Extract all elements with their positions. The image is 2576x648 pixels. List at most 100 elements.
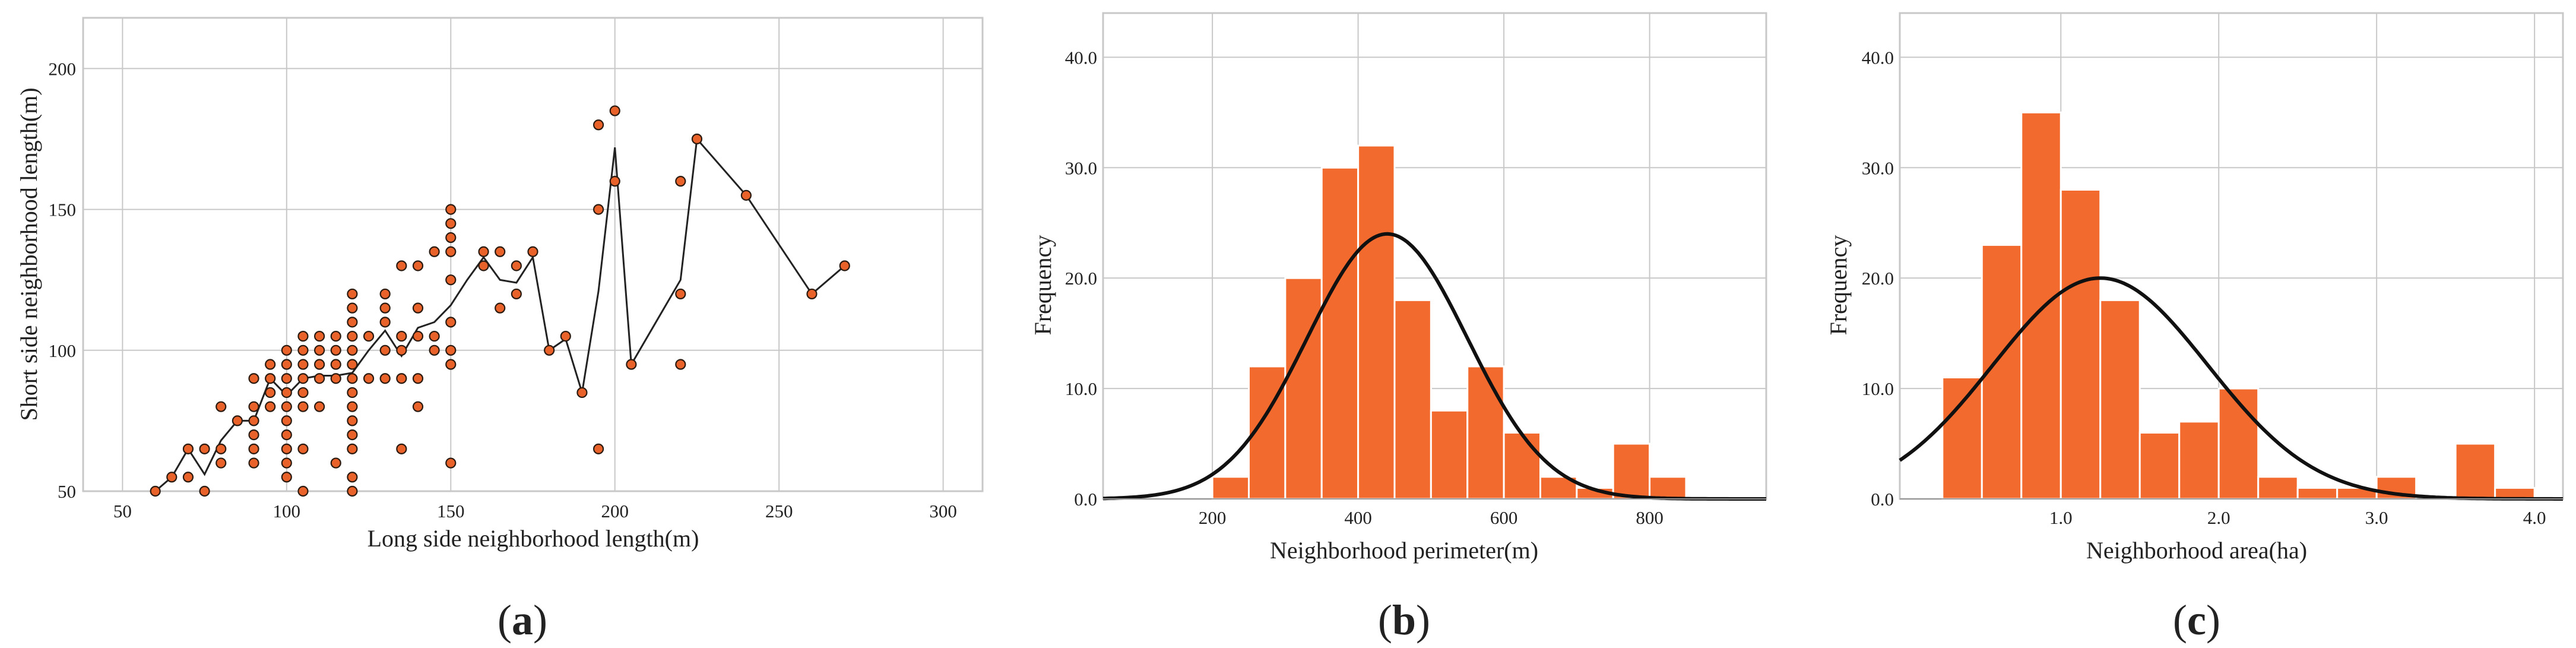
- plot-c-normal-curve: [1899, 276, 2563, 501]
- plot-a-tick-labels: 50 100 150 200 250 300 50 100 150 200: [49, 58, 957, 521]
- scatter-point: [265, 401, 276, 412]
- scatter-point: [412, 401, 424, 412]
- scatter-point: [379, 288, 391, 300]
- scatter-point: [330, 359, 341, 370]
- scatter-point: [495, 302, 506, 314]
- scatter-point: [281, 344, 292, 356]
- scatter-point: [182, 443, 194, 454]
- plot-a-xtick-label: 200: [601, 501, 629, 521]
- scatter-point: [839, 260, 850, 271]
- scatter-point: [248, 457, 259, 469]
- scatter-point: [412, 330, 424, 342]
- scatter-point: [379, 344, 391, 356]
- histogram-bar: [1357, 144, 1396, 500]
- scatter-point: [511, 260, 522, 271]
- histogram-bar: [2257, 476, 2299, 500]
- scatter-point: [314, 401, 325, 412]
- plot-a-ytick-label: 100: [49, 340, 77, 361]
- scatter-point: [511, 288, 522, 300]
- panel-b-histogram: 200 400 600 800 0.0 10.0 20.0 30.0 40.0 Neighbor…: [1029, 12, 1767, 644]
- scatter-point: [248, 443, 259, 454]
- scatter-point: [396, 373, 407, 384]
- scatter-point: [248, 415, 259, 426]
- scatter-point: [347, 485, 358, 497]
- scatter-point: [592, 204, 604, 215]
- ytick-label: 30.0: [1065, 157, 1097, 178]
- scatter-point: [379, 302, 391, 314]
- histogram-bar: [1393, 299, 1432, 500]
- ytick-label: 0.0: [1074, 489, 1097, 510]
- xtick-label: 600: [1490, 507, 1518, 528]
- scatter-point: [445, 317, 457, 328]
- histogram-bar: [2059, 188, 2102, 500]
- panel-c-label: (c): [2173, 596, 2220, 644]
- plot-b-xlabel: Neighborhood perimeter(m): [1270, 537, 1538, 564]
- scatter-point: [281, 472, 292, 483]
- plot-a-ytick-label: 200: [49, 58, 77, 79]
- plot-a-ylabel: Short side neighborhood length(m): [15, 87, 42, 421]
- scatter-point: [297, 373, 309, 384]
- plot-a-xlabel: Long side neighborhood length(m): [367, 525, 699, 552]
- scatter-point: [429, 344, 440, 356]
- mean-line: [154, 137, 845, 492]
- panel-b-label: (b): [1378, 596, 1430, 644]
- panel-c-histogram: 1.0 2.0 3.0 4.0 0.0 10.0 20.0 30.0 40.0 Neighbor…: [1825, 12, 2564, 644]
- plot-a-grid: [83, 18, 983, 492]
- scatter-point: [740, 189, 752, 201]
- histogram-bar: [1612, 442, 1651, 500]
- scatter-point: [265, 359, 276, 370]
- scatter-point: [609, 176, 620, 187]
- scatter-point: [527, 246, 538, 257]
- plot-a-points: [150, 105, 850, 497]
- ytick-label: 0.0: [1871, 489, 1894, 510]
- ytick-label: 10.0: [1065, 378, 1097, 399]
- scatter-point: [445, 457, 457, 469]
- plot-a-ytick-label: 150: [49, 200, 77, 220]
- scatter-point: [297, 401, 309, 412]
- xtick-label: 2.0: [2207, 507, 2230, 528]
- ytick-label: 40.0: [1862, 47, 1894, 68]
- scatter-point: [396, 344, 407, 356]
- xtick-label: 800: [1636, 507, 1664, 528]
- histogram-bar: [2020, 111, 2062, 500]
- scatter-point: [297, 330, 309, 342]
- scatter-point: [445, 232, 457, 244]
- scatter-point: [675, 288, 686, 300]
- scatter-point: [330, 330, 341, 342]
- panel-a-scatter: 50 100 150 200 250 300 50 100 150 200 Long side n…: [15, 17, 984, 644]
- scatter-point: [560, 330, 571, 342]
- scatter-point: [396, 443, 407, 454]
- scatter-point: [412, 373, 424, 384]
- plot-a-xtick-label: 150: [437, 501, 465, 521]
- xtick-label: 3.0: [2365, 507, 2388, 528]
- scatter-point: [166, 472, 178, 483]
- scatter-point: [281, 387, 292, 399]
- scatter-point: [363, 330, 375, 342]
- scatter-point: [445, 204, 457, 215]
- scatter-point: [314, 330, 325, 342]
- scatter-point: [297, 359, 309, 370]
- scatter-point: [330, 344, 341, 356]
- xtick-label: 200: [1199, 507, 1227, 528]
- plot-b-normal-curve: [1102, 232, 1766, 501]
- xtick-label: 1.0: [2049, 507, 2073, 528]
- plot-b-ylabel: Frequency: [1029, 235, 1056, 336]
- scatter-point: [281, 373, 292, 384]
- scatter-point: [347, 288, 358, 300]
- scatter-point: [544, 344, 555, 356]
- scatter-point: [347, 472, 358, 483]
- plot-a-xtick-label: 300: [929, 501, 957, 521]
- scatter-point: [592, 119, 604, 131]
- histogram-bar: [1320, 166, 1360, 500]
- scatter-point: [347, 401, 358, 412]
- histogram-bar: [1284, 277, 1323, 500]
- scatter-point: [281, 359, 292, 370]
- ytick-label: 40.0: [1065, 47, 1097, 68]
- scatter-point: [281, 415, 292, 426]
- histogram-bar: [1211, 476, 1250, 500]
- scatter-point: [281, 457, 292, 469]
- plot-a-xtick-label: 50: [113, 501, 132, 521]
- scatter-point: [330, 373, 341, 384]
- scatter-point: [347, 429, 358, 441]
